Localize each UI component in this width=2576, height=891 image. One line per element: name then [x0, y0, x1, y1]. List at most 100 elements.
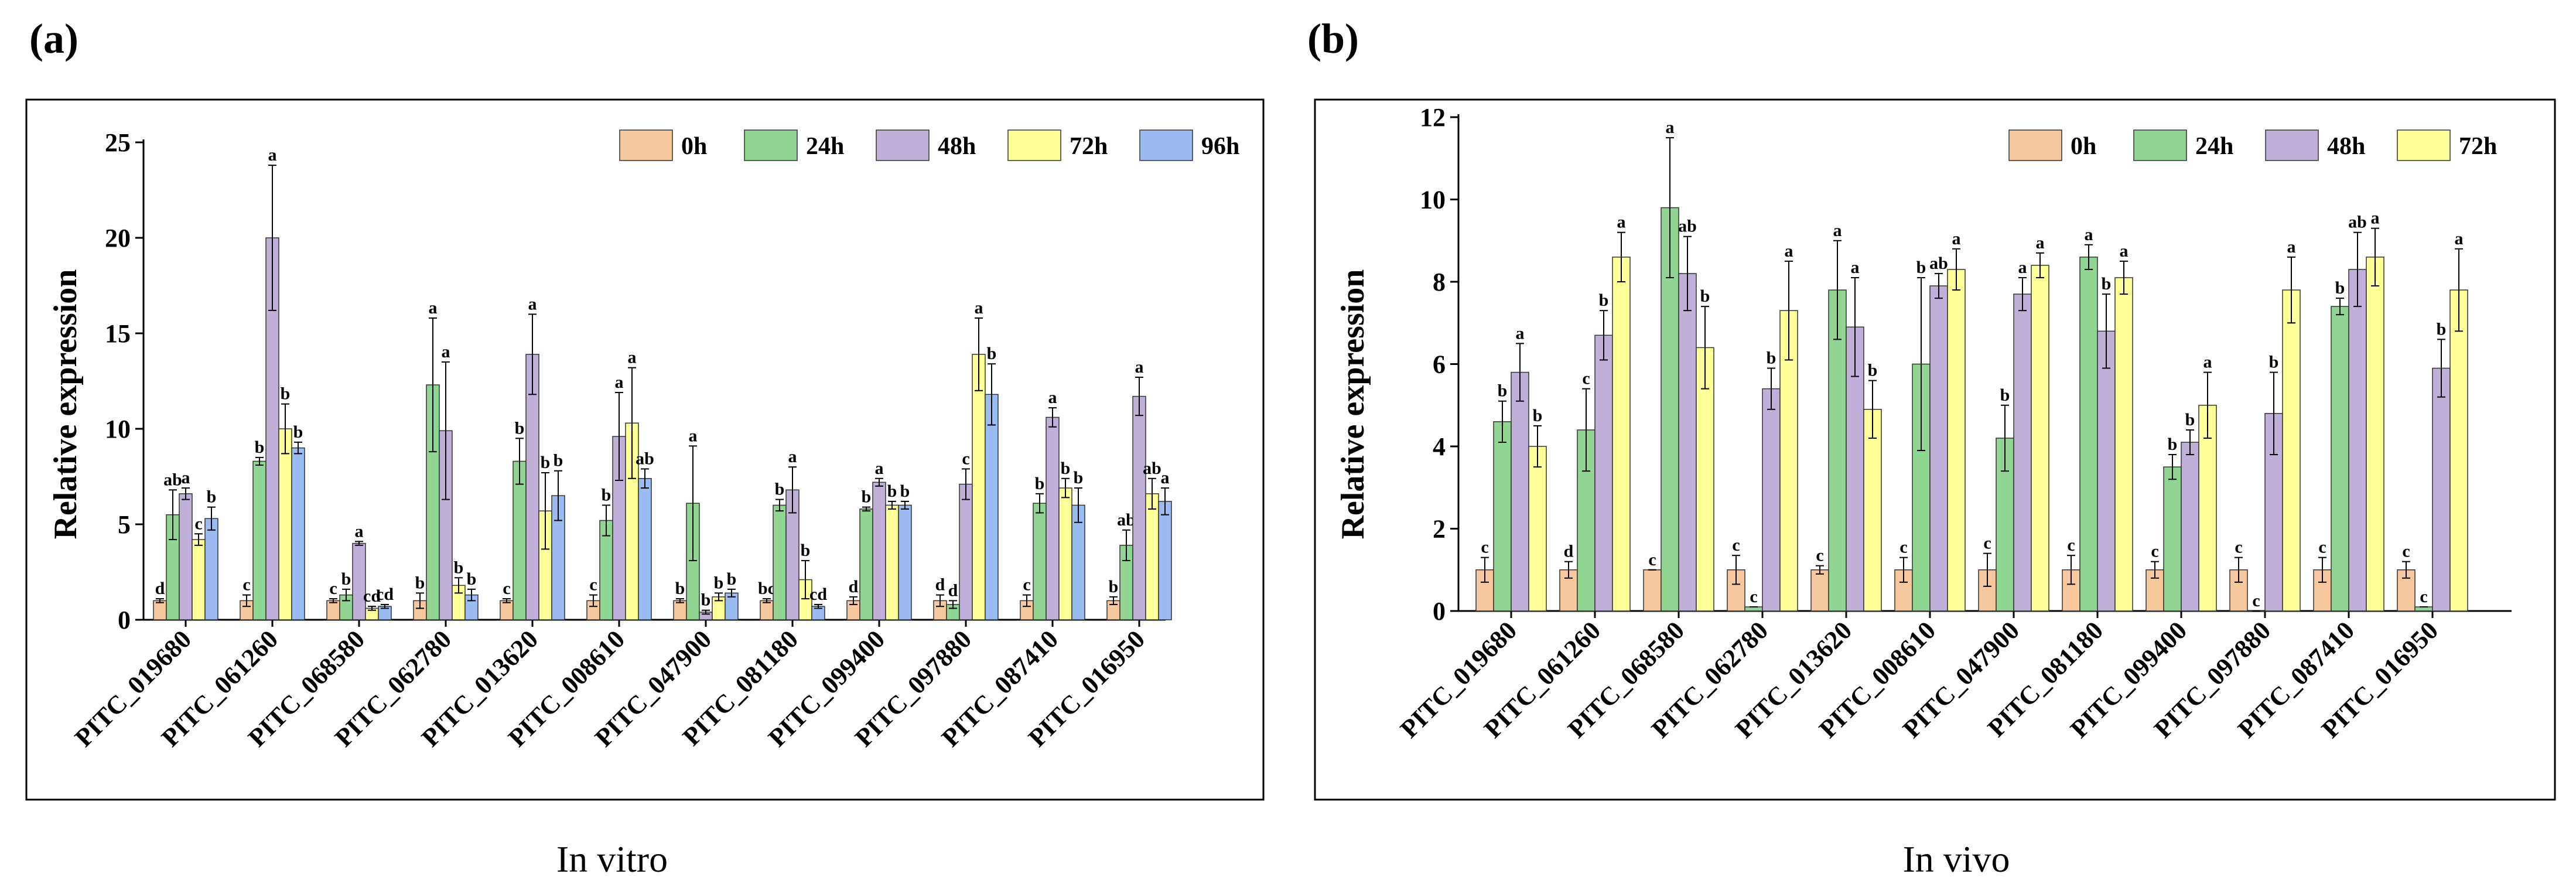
significance-letter: bc [758, 579, 775, 598]
significance-letter: a [2371, 209, 2380, 228]
legend-swatch-96h [1139, 129, 1193, 161]
bar-48h-PITC_081180 [2097, 330, 2116, 612]
significance-letter: b [1035, 474, 1045, 493]
significance-letter: a [355, 521, 364, 541]
bar-48h-PITC_099400 [2181, 442, 2199, 612]
bar-24h-PITC_099400 [2163, 466, 2182, 612]
bar-48h-PITC_016950 [2432, 367, 2451, 612]
significance-letter: c [2402, 542, 2410, 561]
bar-0h-PITC_013620 [500, 600, 514, 620]
y-tick-label: 0 [1433, 597, 1446, 626]
significance-letter: b [887, 482, 897, 501]
significance-letter: a [528, 294, 537, 313]
bar-0h-PITC_047900 [673, 600, 687, 620]
bar-72h-PITC_016950 [2449, 289, 2468, 612]
significance-letter: c [1983, 534, 1991, 553]
significance-letter: a [1833, 221, 1842, 240]
bar-0h-PITC_068580 [1643, 569, 1662, 612]
significance-letter: c [1732, 535, 1740, 555]
bar-24h-PITC_062780 [1744, 606, 1763, 612]
significance-letter: c [503, 579, 510, 598]
bar-48h-PITC_061260 [1594, 334, 1613, 612]
legend-swatch-48h [2265, 129, 2319, 161]
significance-letter: a [442, 342, 450, 361]
significance-letter: c [242, 575, 250, 595]
bar-72h-PITC_099400 [885, 504, 899, 620]
significance-letter: a [2287, 237, 2296, 257]
significance-letter: d [155, 579, 165, 598]
significance-letter: b [602, 485, 611, 504]
significance-letter: a [1617, 213, 1626, 232]
bar-24h-PITC_081180 [2079, 257, 2098, 612]
bar-96h-PITC_008610 [638, 478, 652, 620]
significance-letter: a [1851, 258, 1860, 277]
significance-letter: ab [1929, 254, 1948, 273]
significance-letter: b [2185, 410, 2195, 429]
significance-letter: ab [163, 470, 182, 489]
significance-letter: b [1061, 459, 1071, 478]
panel-a-frame [25, 98, 1265, 801]
significance-letter: b [2335, 278, 2345, 298]
y-tick-label: 15 [105, 319, 131, 348]
significance-letter: a [2203, 353, 2212, 372]
significance-letter: ab [1143, 459, 1161, 478]
significance-letter: ab [2348, 213, 2367, 232]
bar-72h-PITC_097880 [2282, 289, 2301, 612]
panel-b: (b) Relative expression 024681012PITC_01… [1307, 15, 2556, 880]
significance-letter: c [1750, 587, 1757, 606]
bar-48h-PITC_068580 [1678, 273, 1697, 612]
panel-a-plot: 0510152025PITC_019680dabacbPITC_061260cb… [69, 128, 1172, 752]
bar-48h-PITC_068580 [352, 542, 366, 620]
legend-label-0h: 0h [2071, 133, 2096, 160]
significance-letter: b [255, 438, 265, 457]
significance-letter: a [1048, 388, 1057, 407]
significance-letter: c [962, 449, 969, 468]
significance-letter: b [2102, 274, 2112, 293]
y-tick-label: 0 [118, 606, 131, 634]
y-tick-label: 10 [105, 415, 131, 443]
significance-letter: b [2269, 353, 2279, 372]
bar-48h-PITC_016950 [1132, 395, 1146, 620]
significance-letter: c [1899, 538, 1907, 557]
significance-letter: b [900, 482, 910, 501]
significance-letter: a [429, 298, 438, 318]
panel-b-ylabel: Relative expression [1335, 269, 1371, 540]
significance-letter: c [1582, 369, 1590, 388]
significance-letter: c [2420, 587, 2427, 606]
significance-letter: a [628, 348, 637, 367]
significance-letter: b [2168, 435, 2178, 454]
legend-label-72h: 72h [1070, 133, 1108, 160]
significance-letter: b [1868, 361, 1878, 380]
significance-letter: b [987, 344, 997, 363]
significance-letter: a [615, 373, 624, 392]
significance-letter: b [775, 480, 785, 499]
legend-label-0h: 0h [681, 133, 707, 160]
significance-letter: a [788, 447, 797, 466]
bar-48h-PITC_087410 [1046, 417, 1060, 620]
bar-96h-PITC_019680 [204, 518, 218, 620]
bar-0h-PITC_068580 [326, 600, 340, 620]
bar-72h-PITC_013620 [1863, 409, 1882, 612]
legend-swatch-24h [744, 129, 798, 161]
significance-letter: d [935, 575, 945, 595]
bar-24h-PITC_061260 [252, 460, 267, 620]
significance-letter: c [194, 514, 202, 533]
significance-letter: a [875, 459, 884, 478]
panel-b-letter: (b) [1307, 15, 1359, 62]
bar-96h-PITC_061260 [291, 447, 305, 620]
significance-letter: b [1916, 258, 1926, 277]
bar-0h-PITC_019680 [153, 600, 167, 620]
significance-letter: b [1599, 291, 1609, 310]
bar-72h-PITC_087410 [1058, 487, 1072, 620]
bar-24h-PITC_081180 [773, 504, 787, 620]
legend-label-24h: 24h [2195, 133, 2233, 160]
panel-a-ylabel: Relative expression [47, 269, 84, 540]
y-tick-label: 20 [105, 224, 131, 252]
significance-letter: a [2120, 241, 2129, 261]
significance-letter: a [1666, 118, 1675, 137]
significance-letter: a [268, 145, 277, 165]
significance-letter: b [1109, 577, 1119, 596]
significance-letter: a [1516, 323, 1525, 343]
significance-letter: a [2036, 233, 2045, 252]
